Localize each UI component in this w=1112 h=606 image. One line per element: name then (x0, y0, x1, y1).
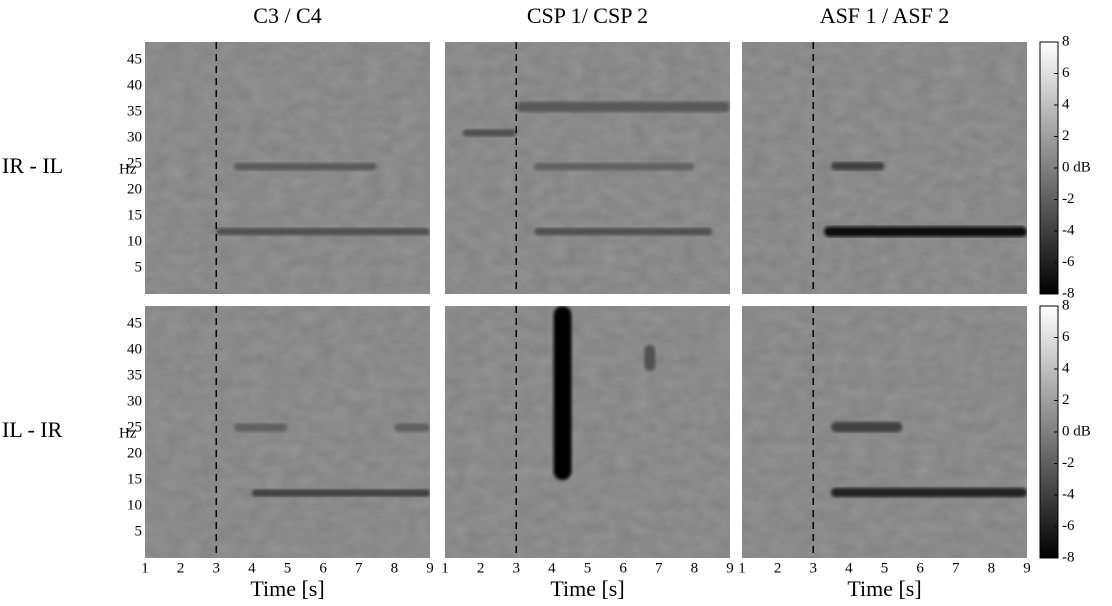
y-tick-label: 30 (127, 130, 142, 146)
x-tick-label: 1 (141, 560, 149, 576)
x-tick-label: 4 (548, 560, 556, 576)
colorbar-tick-label: 2 (1062, 392, 1070, 408)
x-tick-label: 1 (738, 560, 746, 576)
panel-texture (145, 306, 430, 558)
x-tick-label: 8 (391, 560, 399, 576)
y-tick-label: 10 (127, 497, 142, 513)
band (534, 228, 713, 236)
panel (445, 42, 730, 294)
row-unit: Hz (119, 161, 137, 177)
x-tick-label: 2 (774, 560, 782, 576)
x-axis-label: Time [s] (847, 576, 921, 601)
x-tick-label: 3 (513, 560, 521, 576)
band (553, 306, 572, 481)
column-title: CSP 1/ CSP 2 (527, 3, 648, 28)
x-tick-label: 9 (726, 560, 734, 576)
x-tick-label: 7 (355, 560, 363, 576)
y-tick-label: 35 (127, 104, 142, 120)
y-tick-label: 25 (127, 420, 142, 436)
column-title: C3 / C4 (253, 3, 321, 28)
x-tick-label: 1 (441, 560, 449, 576)
band (234, 423, 288, 432)
colorbar-tick-label: 0 dB (1062, 159, 1091, 175)
colorbar-tick-label: -2 (1062, 191, 1075, 207)
colorbar-tick-label: 0 dB (1062, 423, 1091, 439)
panel (145, 306, 430, 558)
y-tick-label: 5 (135, 523, 143, 539)
x-tick-label: 3 (213, 560, 221, 576)
band (831, 487, 1027, 498)
x-tick-label: 4 (248, 560, 256, 576)
colorbar-tick-label: -8 (1062, 285, 1075, 301)
y-tick-label: 45 (127, 52, 142, 68)
y-tick-label: 20 (127, 446, 142, 462)
band (534, 163, 695, 171)
x-tick-label: 8 (988, 560, 996, 576)
colorbar-tick-label: -2 (1062, 455, 1075, 471)
x-tick-label: 5 (881, 560, 889, 576)
colorbar-tick-label: 4 (1062, 360, 1070, 376)
band (251, 489, 430, 497)
y-tick-label: 35 (127, 368, 142, 384)
band (394, 423, 430, 432)
y-tick-label: 40 (127, 342, 142, 358)
panel (145, 42, 430, 294)
x-tick-label: 9 (426, 560, 434, 576)
colorbar-tick-label: 8 (1062, 33, 1070, 49)
colorbar-tick-label: 4 (1062, 96, 1070, 112)
y-tick-label: 40 (127, 78, 142, 94)
colorbar-tick-label: -6 (1062, 254, 1075, 270)
row-unit: Hz (119, 425, 137, 441)
colorbar-tick-label: 8 (1062, 297, 1070, 313)
band (831, 421, 903, 433)
x-tick-label: 7 (952, 560, 960, 576)
band (216, 228, 430, 236)
x-tick-label: 6 (916, 560, 924, 576)
x-tick-label: 7 (655, 560, 663, 576)
x-tick-label: 3 (810, 560, 818, 576)
x-axis-label: Time [s] (550, 576, 624, 601)
panel (742, 306, 1027, 558)
y-tick-label: 45 (127, 316, 142, 332)
colorbar-tick-label: 2 (1062, 128, 1070, 144)
panel (742, 42, 1027, 294)
band (516, 101, 730, 113)
x-tick-label: 9 (1023, 560, 1031, 576)
x-axis-label: Time [s] (250, 576, 324, 601)
x-tick-label: 2 (177, 560, 185, 576)
y-tick-label: 30 (127, 394, 142, 410)
colorbar-tick-label: -8 (1062, 549, 1075, 565)
band (462, 129, 517, 137)
x-tick-label: 5 (284, 560, 292, 576)
row-label: IR - IL (2, 153, 63, 178)
row-label: IL - IR (2, 417, 63, 442)
x-tick-label: 6 (619, 560, 627, 576)
panel-texture (742, 42, 1027, 294)
band (831, 162, 885, 171)
colorbar-tick-label: -6 (1062, 518, 1075, 534)
x-tick-label: 6 (319, 560, 327, 576)
x-tick-label: 2 (477, 560, 485, 576)
y-tick-label: 10 (127, 233, 142, 249)
colorbar-tick-label: 6 (1062, 329, 1070, 345)
band (234, 163, 377, 171)
panel-texture (445, 306, 730, 558)
y-tick-label: 5 (135, 259, 143, 275)
column-title: ASF 1 / ASF 2 (820, 3, 950, 28)
band (823, 226, 1027, 237)
x-tick-label: 5 (584, 560, 592, 576)
y-tick-label: 15 (127, 471, 142, 487)
y-tick-label: 15 (127, 207, 142, 223)
x-tick-label: 4 (845, 560, 853, 576)
panel (445, 306, 730, 558)
x-tick-label: 8 (691, 560, 699, 576)
colorbar-tick-label: -4 (1062, 486, 1075, 502)
y-tick-label: 25 (127, 156, 142, 172)
y-tick-label: 20 (127, 182, 142, 198)
band (644, 344, 656, 371)
colorbar-tick-label: 6 (1062, 65, 1070, 81)
colorbar-tick-label: -4 (1062, 222, 1075, 238)
